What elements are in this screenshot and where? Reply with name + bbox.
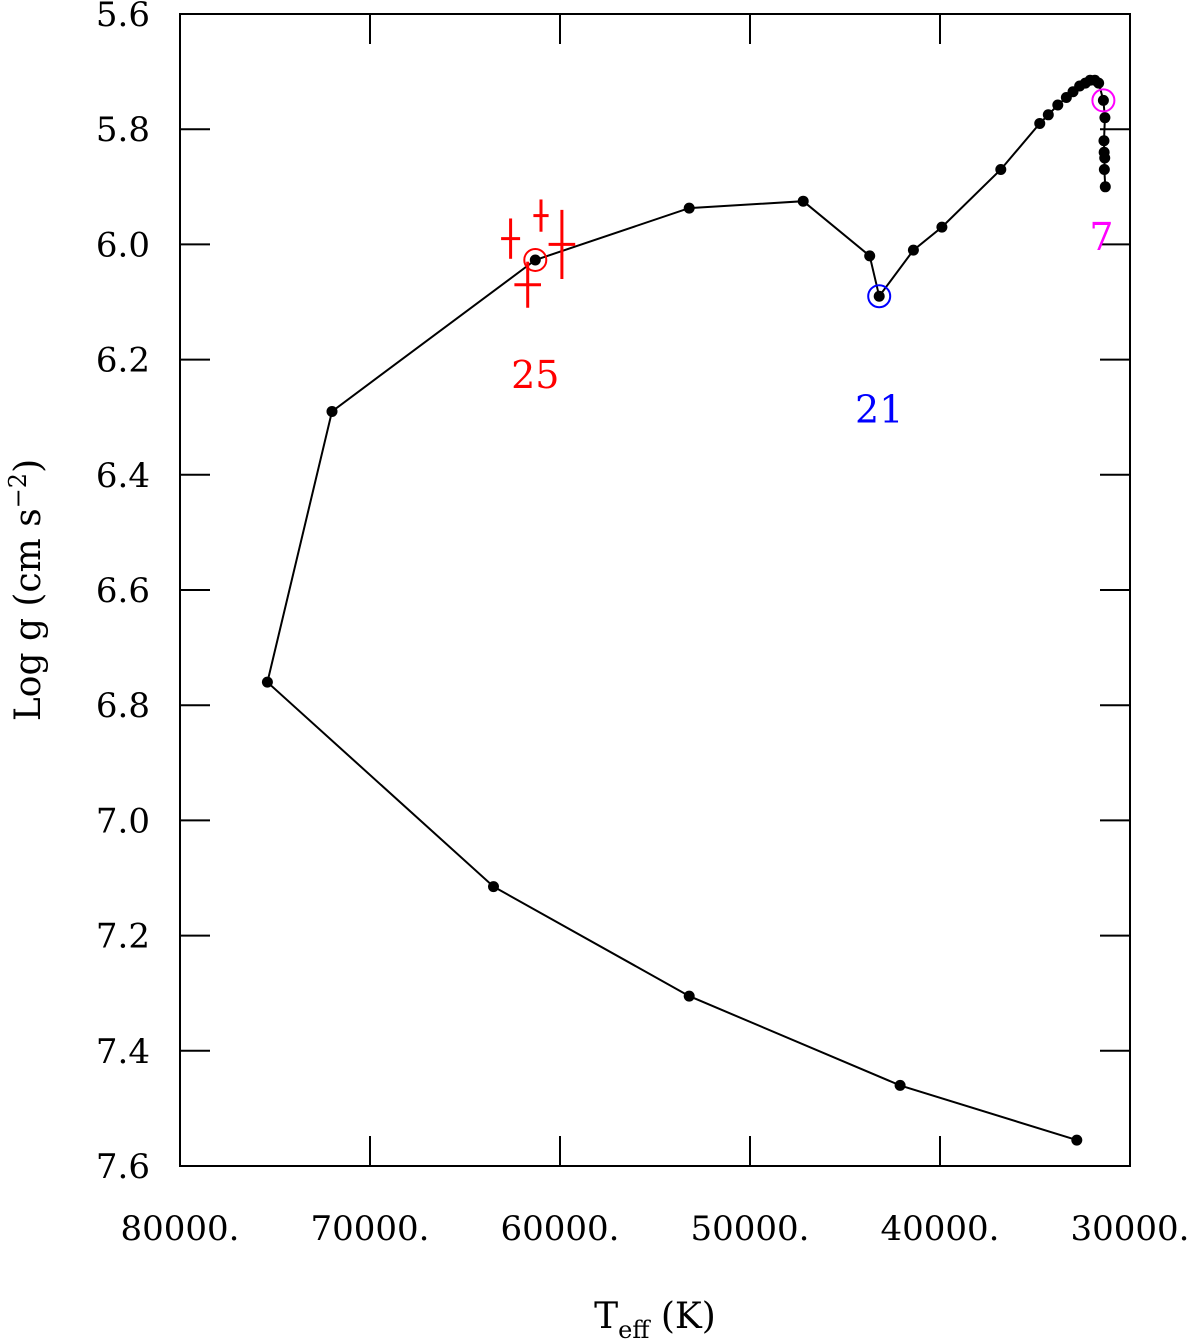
track-point [797,195,809,207]
track-point [1071,1134,1083,1146]
track-point [1099,112,1111,124]
track-line [266,79,1107,1142]
y-tick-label: 6.4 [96,456,150,496]
x-tick-label: 70000. [311,1209,430,1249]
track-point [1098,146,1110,158]
x-axis-label: Teff (K) [594,1296,716,1343]
y-tick-label: 5.8 [96,110,150,150]
track-point [894,1079,906,1091]
x-axis-label-rest: (K) [649,1296,715,1337]
y-tick-label: 7.2 [96,917,150,957]
x-tick-label: 50000. [691,1209,810,1249]
track-point [261,676,273,688]
track-point [683,202,695,214]
error-cross [514,261,541,308]
track-point [1098,164,1110,176]
track-point [864,250,876,262]
track-point [907,244,919,256]
track-point [873,290,885,302]
track-point [1060,92,1072,104]
track-point [488,881,499,893]
error-cross [501,218,521,259]
highlight-label: 21 [855,388,903,432]
track-point [326,405,338,417]
error-cross [533,199,549,232]
y-tick-label: 6.6 [96,571,150,611]
x-tick-label: 60000. [501,1209,620,1249]
error-cross [548,209,576,279]
track-point [1099,181,1111,193]
highlight-ring [1091,88,1116,113]
series-layer [261,74,1111,1146]
track-point [995,164,1007,176]
x-axis-label-main: T [594,1296,618,1337]
track-point [1052,99,1064,111]
y-tick-label: 7.4 [96,1032,150,1072]
y-axis-label-rest: ) [8,459,49,473]
x-tick-label: 30000. [1071,1209,1190,1249]
y-tick-labels: 5.6 5.8 6.0 6.2 6.4 6.6 6.8 7.0 7.2 7.4 7.6 [96,0,150,1187]
x-tick-labels: 80000. 70000. 60000. 50000. 40000. 30000. [121,1209,1190,1249]
y-tick-label: 7.6 [96,1147,150,1187]
highlight-label: 7 [1089,215,1113,259]
y-tick-label: 6.8 [96,686,150,726]
x-axis-label-sub: eff [618,1316,651,1343]
y-axis-label-sup: −2 [4,473,32,508]
track-point [683,990,695,1002]
track-point [1034,117,1046,129]
highlight-ring [867,284,892,309]
highlight-ring [523,247,548,272]
y-tick-label: 7.0 [96,801,150,841]
y-tick-label: 6.2 [96,341,150,381]
track-point [529,254,541,266]
y-tick-label: 5.6 [96,0,150,35]
x-tick-label: 40000. [881,1209,1000,1249]
y-tick-label: 6.0 [96,225,150,265]
track-point [936,221,948,233]
axis-ticks [179,13,1131,1167]
plot-frame [179,13,1131,1167]
track-point [1042,109,1054,121]
track-point [1097,94,1109,106]
highlight-label: 25 [511,353,559,397]
y-axis-label: Log g (cm s−2) [4,459,49,721]
track-point [1098,135,1110,147]
y-axis-label-main: Log g (cm s [8,508,49,721]
highlight-layer: 25 21 7 [511,88,1116,432]
x-tick-label: 80000. [121,1209,240,1249]
